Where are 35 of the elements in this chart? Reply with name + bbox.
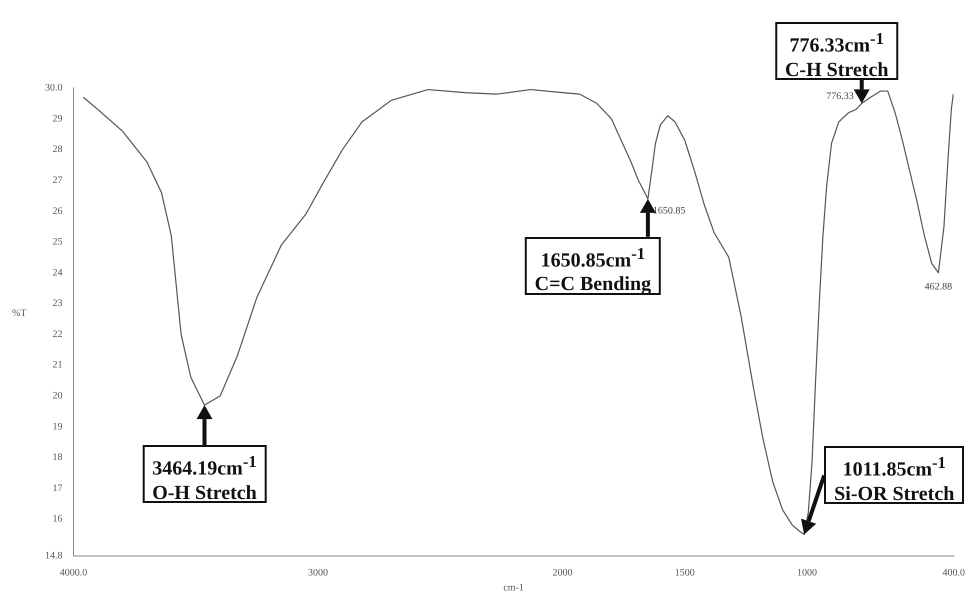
annotation: 462.88 — [924, 281, 952, 292]
y-tick-label: 21 — [52, 360, 62, 371]
y-tick-label: 27 — [52, 174, 62, 186]
y-tick-label: 17 — [52, 482, 62, 494]
annotation: 3464.19cm$^{-1}$ O-H Stretch — [152, 451, 257, 505]
y-axis-title: %T — [12, 308, 26, 319]
x-tick-label: 2000 — [552, 568, 573, 579]
annotation: 1011.85cm$^{-1}$ Si-OR Stretch — [834, 452, 954, 506]
y-tick-label: 30.0 — [45, 82, 62, 94]
y-tick-label: 16 — [52, 514, 62, 525]
y-tick-label: 28 — [52, 144, 62, 156]
x-tick-label: 400.0 — [942, 568, 965, 579]
y-tick-label: 19 — [52, 421, 62, 432]
y-tick-label: 22 — [52, 328, 62, 340]
annotation: 776.33cm$^{-1}$ C-H Stretch — [784, 28, 888, 82]
x-tick-label: 1500 — [674, 568, 695, 579]
y-tick-label: 20 — [52, 390, 62, 402]
annotation: 1650.85 — [652, 205, 686, 216]
label-box: 776.33cm$^{-1}$ C-H Stretch — [774, 22, 898, 80]
y-tick-label: 25 — [52, 236, 62, 248]
y-tick-label: 23 — [52, 298, 62, 310]
label-box: 1650.85cm$^{-1}$ C=C Bending — [524, 236, 662, 295]
x-tick-label: 1000 — [797, 568, 818, 579]
y-tick-label: 14.8 — [45, 550, 62, 562]
label-box: 1011.85cm$^{-1}$ Si-OR Stretch — [824, 446, 964, 504]
y-tick-label: 26 — [52, 206, 62, 217]
x-axis-title: cm-1 — [503, 582, 524, 594]
x-tick-label: 3000 — [308, 568, 328, 579]
annotation: 1650.85cm$^{-1}$ C=C Bending — [534, 242, 652, 296]
label-box: 3464.19cm$^{-1}$ O-H Stretch — [142, 445, 267, 504]
x-tick-label: 4000.0 — [60, 568, 88, 579]
annotation: 776.33 — [826, 91, 854, 102]
y-tick-label: 29 — [52, 113, 62, 124]
y-tick-label: 18 — [52, 452, 62, 464]
y-tick-label: 24 — [52, 267, 62, 278]
